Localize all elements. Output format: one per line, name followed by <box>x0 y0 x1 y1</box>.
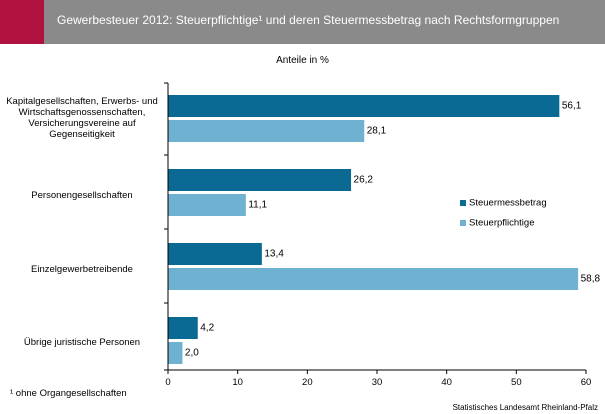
data-label-steuermessbetrag-1: 26,2 <box>354 175 374 186</box>
bar-steuerpflichtige-0 <box>168 120 365 142</box>
legend-swatch-steuerpflichtige <box>460 220 466 226</box>
legend-label-steuerpflichtige: Steuerpflichtige <box>469 218 534 229</box>
category-label-einzelgewerbetreibende: Einzelgewerbetreibende <box>31 264 133 275</box>
data-label-steuermessbetrag-0: 56,1 <box>562 101 582 112</box>
bar-steuermessbetrag-0 <box>168 95 560 117</box>
bar-steuerpflichtige-3 <box>168 342 183 364</box>
legend-label-steuermessbetrag: Steuermessbetrag <box>469 198 547 209</box>
category-label-personengesellschaften: Personengesellschaften <box>31 190 133 201</box>
x-tick-label-30: 30 <box>372 377 383 388</box>
header-accent <box>0 0 44 44</box>
footnote: ¹ ohne Organgesellschaften <box>10 388 127 399</box>
x-tick-label-50: 50 <box>511 377 522 388</box>
x-tick-label-60: 60 <box>581 377 592 388</box>
bar-steuermessbetrag-1 <box>168 169 352 191</box>
x-tick-label-40: 40 <box>441 377 452 388</box>
bar-steuermessbetrag-2 <box>168 243 262 265</box>
bar-steuerpflichtige-1 <box>168 194 246 216</box>
source-note: Statistisches Landesamt Rheinland-Pfalz <box>452 403 598 412</box>
x-tick-label-20: 20 <box>302 377 313 388</box>
chart-subtitle: Anteile in % <box>276 55 329 66</box>
bar-steuermessbetrag-3 <box>168 317 198 339</box>
data-label-steuerpflichtige-2: 58,8 <box>581 274 601 285</box>
data-label-steuerpflichtige-3: 2,0 <box>185 348 199 359</box>
data-label-steuermessbetrag-2: 13,4 <box>264 249 284 260</box>
x-tick-label-10: 10 <box>232 377 243 388</box>
bar-steuerpflichtige-2 <box>168 268 579 290</box>
chart-title: Gewerbesteuer 2012: Steuerpflichtige¹ un… <box>57 13 560 27</box>
category-label-kapitalgesellschaften: Kapitalgesellschaften, Erwerbs- und Wirt… <box>6 96 158 140</box>
chart-header: Gewerbesteuer 2012: Steuerpflichtige¹ un… <box>0 0 605 44</box>
legend-swatch-steuermessbetrag <box>460 200 466 206</box>
data-label-steuermessbetrag-3: 4,2 <box>200 323 214 334</box>
category-label-uebrige: Übrige juristische Personen <box>23 337 141 348</box>
data-label-steuerpflichtige-1: 11,1 <box>248 200 267 211</box>
x-tick-label-0: 0 <box>165 377 170 388</box>
data-label-steuerpflichtige-0: 28,1 <box>367 126 387 137</box>
